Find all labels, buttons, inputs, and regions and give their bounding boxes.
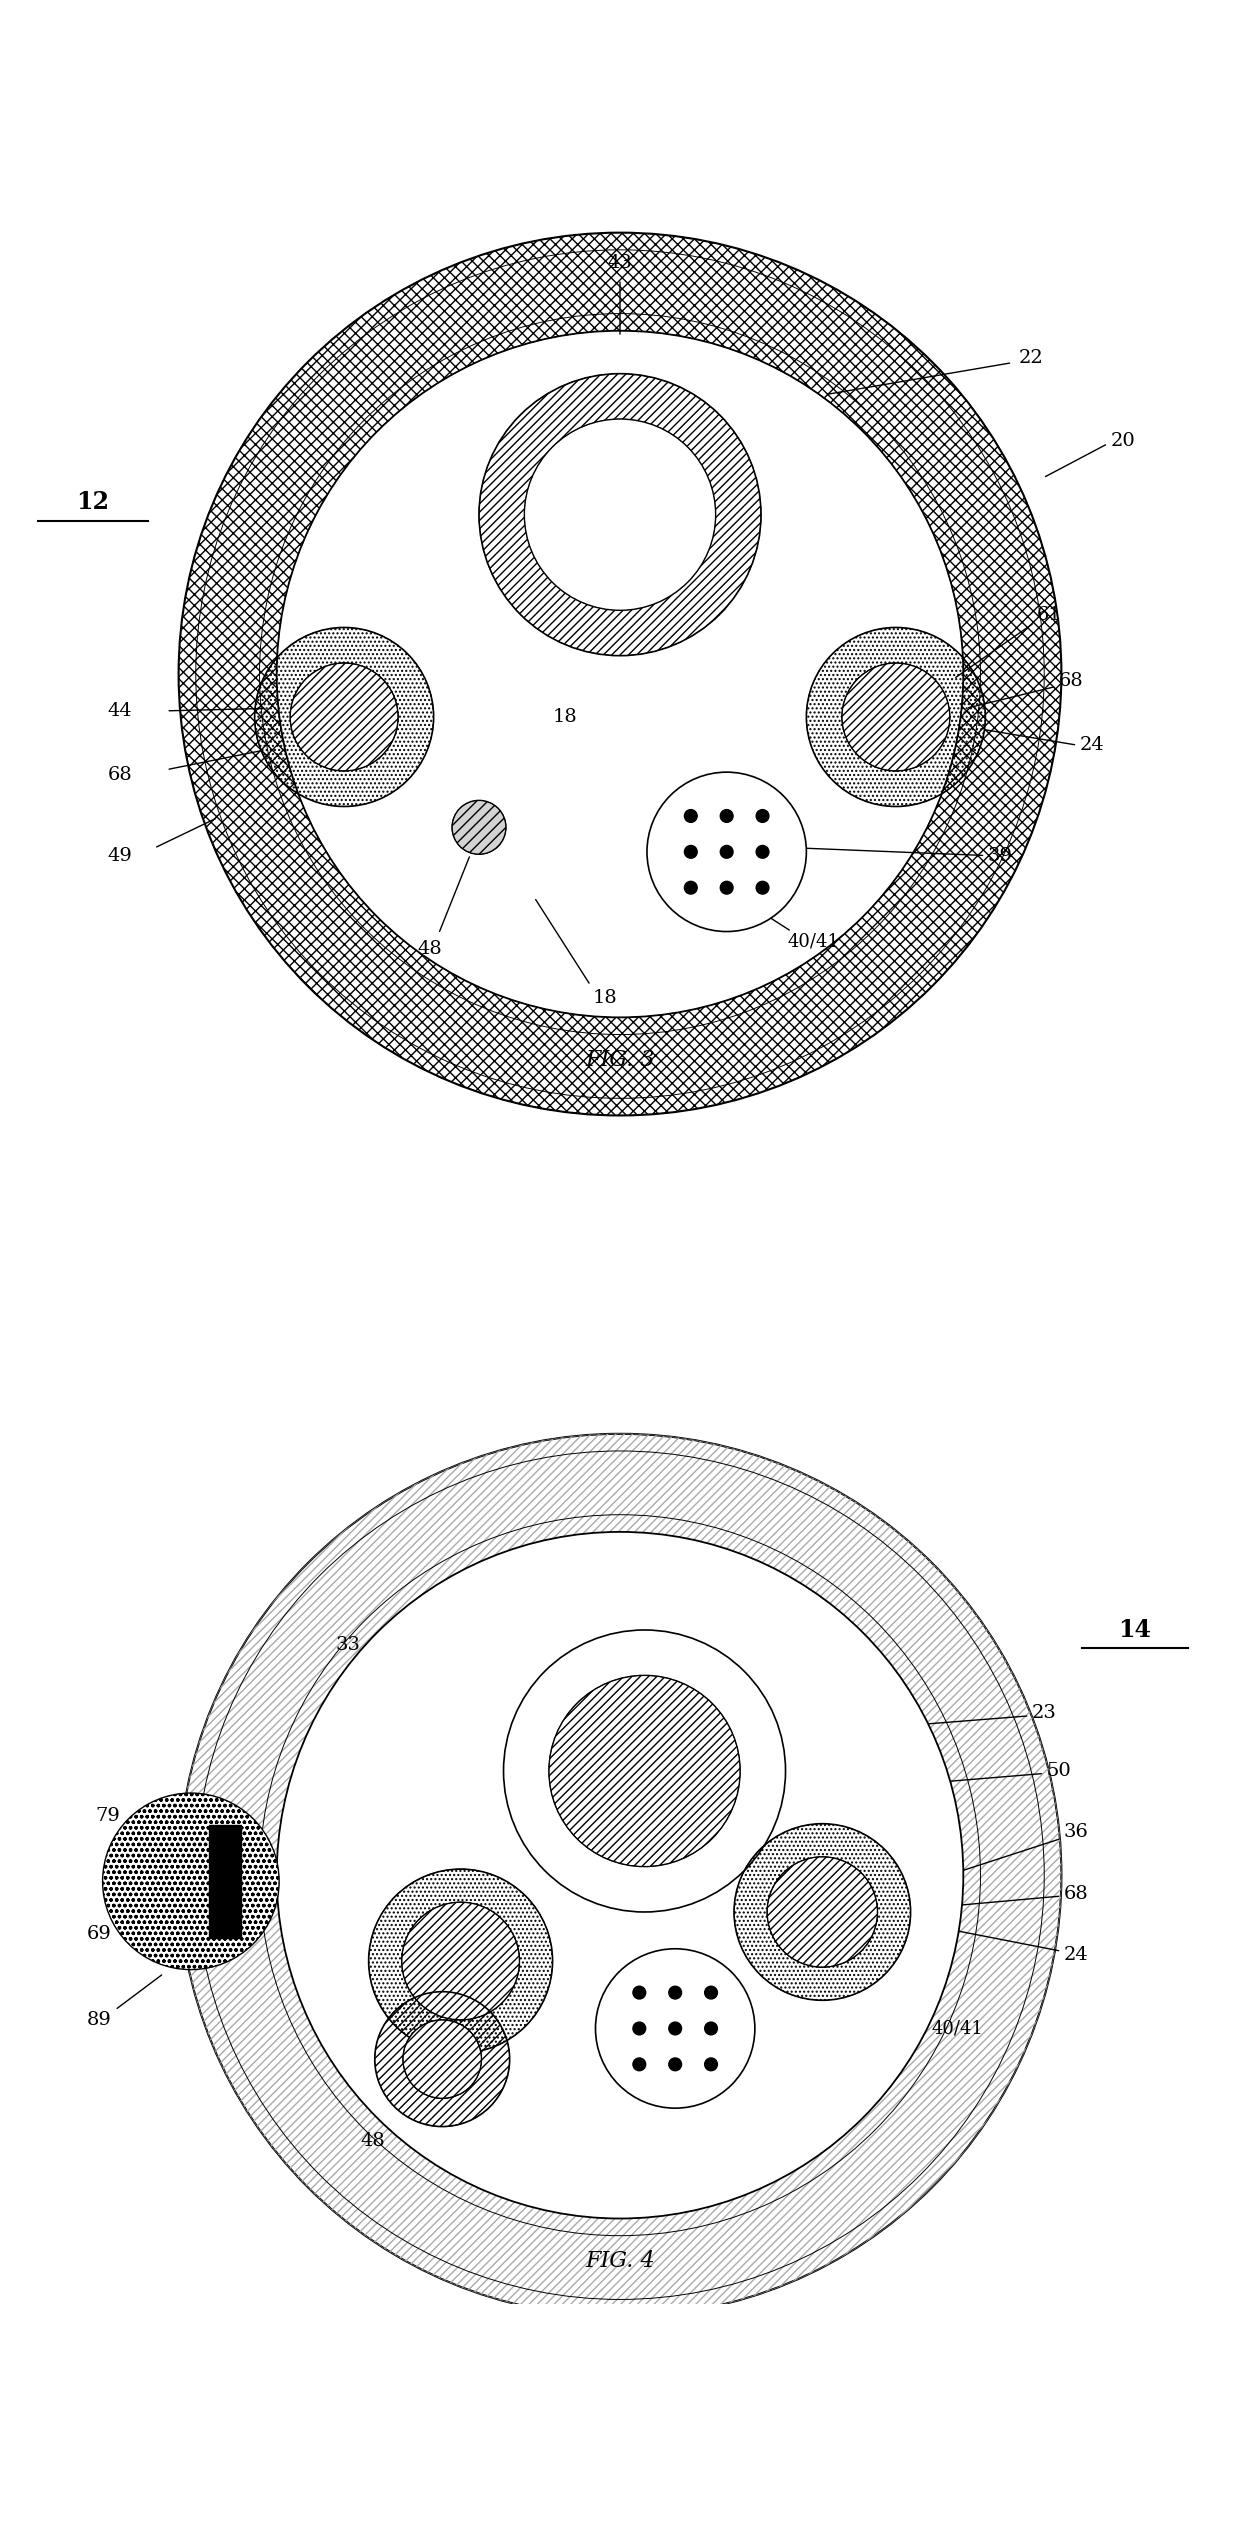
Text: 31: 31 [753,2162,777,2179]
Text: 43: 43 [632,1578,657,1596]
Circle shape [632,2058,646,2070]
Text: 23: 23 [1032,1705,1056,1723]
Text: 39: 39 [988,847,1013,865]
Text: 50: 50 [1047,1763,1071,1781]
Text: 40/41: 40/41 [931,2019,983,2037]
Text: 68: 68 [108,766,133,784]
Circle shape [277,1532,963,2217]
Text: 48: 48 [418,939,443,956]
Circle shape [549,1674,740,1867]
Circle shape [756,845,769,858]
Circle shape [720,880,733,893]
Circle shape [402,1903,520,2019]
Text: 79: 79 [95,1806,120,1824]
Circle shape [290,662,398,771]
Circle shape [704,1986,718,1999]
Circle shape [704,2058,718,2070]
Text: 48: 48 [360,2131,384,2151]
Text: 43: 43 [608,254,632,271]
Text: 33: 33 [335,1636,361,1654]
Text: FIG. 3: FIG. 3 [585,1050,655,1071]
Circle shape [842,662,950,771]
Text: 68: 68 [1064,1885,1089,1903]
Circle shape [595,1948,755,2108]
Text: 69: 69 [87,1926,112,1943]
Circle shape [403,2019,481,2098]
Circle shape [668,1986,682,1999]
Circle shape [668,2058,682,2070]
Circle shape [103,1794,279,1969]
Text: 36: 36 [1064,1824,1089,1842]
Circle shape [756,809,769,822]
Circle shape [684,809,697,822]
Circle shape [525,419,715,611]
Text: 40/41: 40/41 [787,934,839,951]
Text: 39: 39 [859,2080,884,2098]
Circle shape [453,799,506,855]
Bar [210,1824,241,1938]
Circle shape [647,771,806,931]
Text: 20: 20 [1111,431,1135,449]
Circle shape [179,233,1061,1116]
Text: 68: 68 [1059,672,1084,690]
Circle shape [684,880,697,893]
Text: 35: 35 [626,2162,651,2179]
Text: FIG. 4: FIG. 4 [585,2250,655,2273]
Text: 14: 14 [1118,1619,1152,1641]
Text: 18: 18 [593,989,618,1007]
Circle shape [684,845,697,858]
Text: 61: 61 [1037,606,1061,624]
Text: 18: 18 [553,708,577,726]
Circle shape [668,2022,682,2035]
Circle shape [768,1857,878,1966]
Text: 24: 24 [1080,736,1105,753]
Text: 44: 44 [108,703,133,721]
Text: 89: 89 [87,2012,112,2030]
Text: 32: 32 [728,1649,753,1667]
Circle shape [720,845,733,858]
Circle shape [704,2022,718,2035]
Circle shape [632,1986,646,1999]
Text: 34: 34 [503,2149,528,2167]
Circle shape [632,2022,646,2035]
Circle shape [179,1433,1061,2316]
Text: 49: 49 [108,847,133,865]
Circle shape [720,809,733,822]
Text: 24: 24 [1064,1946,1089,1964]
Text: 22: 22 [1018,348,1043,368]
Text: 12: 12 [77,490,109,515]
Circle shape [756,880,769,893]
